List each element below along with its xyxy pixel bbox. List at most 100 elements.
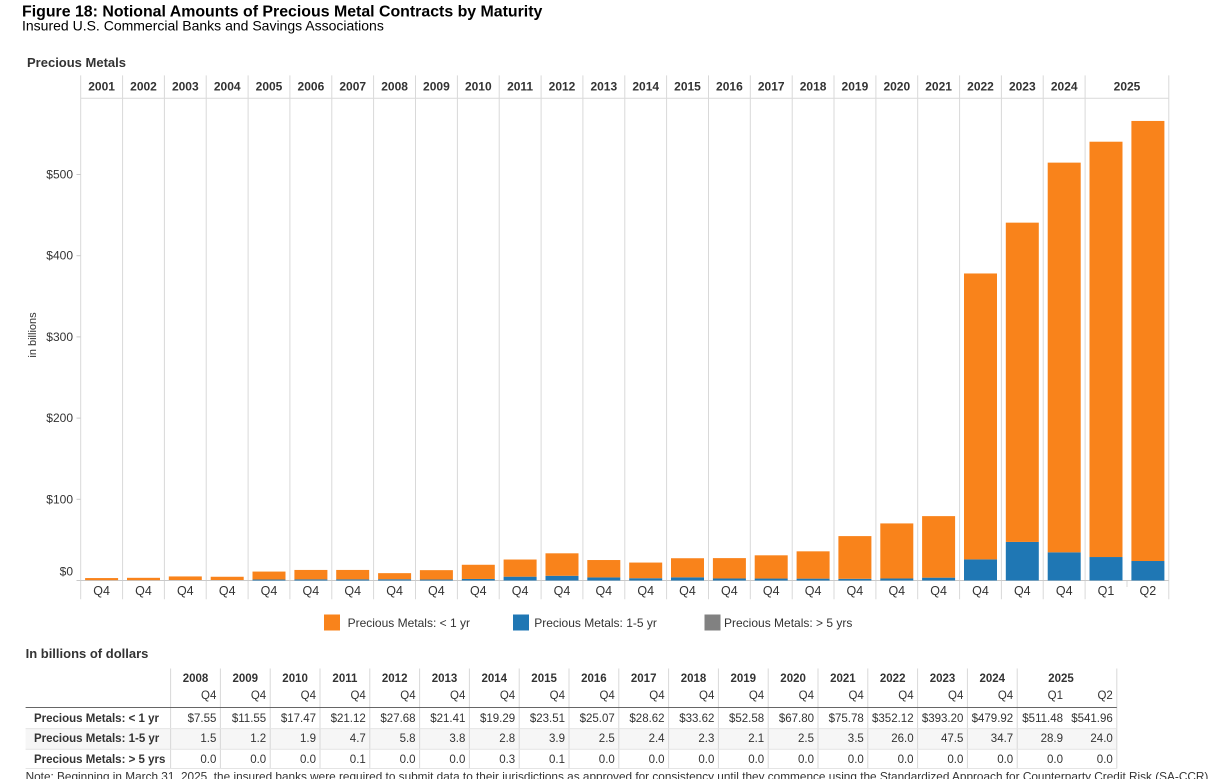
svg-text:Q4: Q4 <box>699 690 715 702</box>
svg-text:2021: 2021 <box>830 673 856 685</box>
svg-text:34.7: 34.7 <box>991 733 1013 745</box>
svg-text:2018: 2018 <box>681 673 707 685</box>
svg-text:2.5: 2.5 <box>599 733 615 745</box>
svg-text:2009: 2009 <box>233 673 259 685</box>
svg-text:Q4: Q4 <box>763 584 780 598</box>
svg-text:$28.62: $28.62 <box>629 713 664 725</box>
svg-text:2021: 2021 <box>925 80 952 94</box>
svg-text:2015: 2015 <box>674 80 701 94</box>
svg-text:0.0: 0.0 <box>898 754 914 766</box>
svg-text:2025: 2025 <box>1048 673 1074 685</box>
svg-text:2014: 2014 <box>632 80 659 94</box>
svg-text:2.3: 2.3 <box>698 733 714 745</box>
svg-text:0.0: 0.0 <box>400 754 416 766</box>
svg-text:Q4: Q4 <box>679 584 696 598</box>
svg-text:2019: 2019 <box>842 80 869 94</box>
svg-text:Q4: Q4 <box>888 584 905 598</box>
svg-text:Q4: Q4 <box>500 690 516 702</box>
svg-text:$21.12: $21.12 <box>331 713 366 725</box>
svg-text:0.1: 0.1 <box>350 754 366 766</box>
svg-text:$393.20: $393.20 <box>922 713 964 725</box>
svg-text:2001: 2001 <box>88 80 115 94</box>
svg-text:in billions: in billions <box>27 312 39 358</box>
svg-text:2023: 2023 <box>1009 80 1036 94</box>
svg-text:2014: 2014 <box>482 673 508 685</box>
svg-text:4.7: 4.7 <box>350 733 366 745</box>
svg-text:2022: 2022 <box>967 80 994 94</box>
svg-text:$500: $500 <box>46 168 73 182</box>
svg-text:Q4: Q4 <box>972 584 989 598</box>
svg-text:2018: 2018 <box>800 80 827 94</box>
svg-text:2017: 2017 <box>758 80 785 94</box>
svg-text:Q4: Q4 <box>219 584 236 598</box>
svg-text:2002: 2002 <box>130 80 157 94</box>
svg-text:2005: 2005 <box>256 80 283 94</box>
svg-text:1.5: 1.5 <box>200 733 216 745</box>
svg-text:2024: 2024 <box>1051 80 1078 94</box>
svg-text:2017: 2017 <box>631 673 657 685</box>
svg-text:2016: 2016 <box>581 673 607 685</box>
svg-text:Q4: Q4 <box>721 584 738 598</box>
svg-text:2013: 2013 <box>432 673 458 685</box>
svg-text:28.9: 28.9 <box>1041 733 1063 745</box>
svg-text:$67.80: $67.80 <box>779 713 814 725</box>
svg-text:Q4: Q4 <box>350 690 366 702</box>
svg-text:0.0: 0.0 <box>300 754 316 766</box>
svg-text:0.0: 0.0 <box>200 754 216 766</box>
svg-text:0.0: 0.0 <box>997 754 1013 766</box>
svg-text:5.8: 5.8 <box>400 733 416 745</box>
svg-text:Q4: Q4 <box>386 584 403 598</box>
svg-text:Precious Metals: > 5 yrs: Precious Metals: > 5 yrs <box>34 754 165 766</box>
svg-text:26.0: 26.0 <box>891 733 913 745</box>
svg-text:Q4: Q4 <box>1014 584 1031 598</box>
svg-text:3.5: 3.5 <box>848 733 864 745</box>
svg-text:Q4: Q4 <box>848 690 864 702</box>
svg-text:2023: 2023 <box>930 673 956 685</box>
svg-text:2012: 2012 <box>382 673 408 685</box>
svg-text:2.4: 2.4 <box>649 733 666 745</box>
svg-text:Precious Metals: 1-5 yr: Precious Metals: 1-5 yr <box>34 733 160 745</box>
svg-text:0.3: 0.3 <box>499 754 515 766</box>
svg-text:3.9: 3.9 <box>549 733 565 745</box>
svg-text:2016: 2016 <box>716 80 743 94</box>
svg-text:Q4: Q4 <box>1056 584 1073 598</box>
svg-text:Q4: Q4 <box>847 584 864 598</box>
svg-text:2006: 2006 <box>298 80 325 94</box>
svg-text:Q4: Q4 <box>301 690 317 702</box>
svg-text:2009: 2009 <box>423 80 450 94</box>
svg-text:$17.47: $17.47 <box>281 713 316 725</box>
svg-text:Q4: Q4 <box>251 690 267 702</box>
svg-text:Figure 18: Notional Amounts of: Figure 18: Notional Amounts of Precious … <box>22 4 542 21</box>
svg-text:$100: $100 <box>46 492 73 506</box>
svg-text:0.0: 0.0 <box>250 754 266 766</box>
svg-text:In billions of dollars: In billions of dollars <box>26 646 149 661</box>
svg-text:2020: 2020 <box>883 80 910 94</box>
svg-text:2010: 2010 <box>282 673 308 685</box>
svg-text:3.8: 3.8 <box>449 733 465 745</box>
svg-text:2013: 2013 <box>590 80 617 94</box>
svg-text:0.1: 0.1 <box>549 754 565 766</box>
svg-text:0.0: 0.0 <box>848 754 864 766</box>
svg-text:Q4: Q4 <box>344 584 361 598</box>
svg-text:$300: $300 <box>46 330 73 344</box>
svg-text:Q1: Q1 <box>1048 690 1063 702</box>
svg-text:2011: 2011 <box>507 80 533 94</box>
svg-text:Q4: Q4 <box>637 584 654 598</box>
svg-text:0.0: 0.0 <box>1047 754 1063 766</box>
svg-text:$511.48: $511.48 <box>1022 713 1063 725</box>
svg-text:Q1: Q1 <box>1098 584 1115 598</box>
svg-text:$7.55: $7.55 <box>188 713 217 725</box>
svg-text:$33.62: $33.62 <box>679 713 714 725</box>
svg-text:2.5: 2.5 <box>798 733 814 745</box>
svg-text:$27.68: $27.68 <box>380 713 415 725</box>
svg-text:Q4: Q4 <box>135 584 152 598</box>
svg-text:$25.07: $25.07 <box>580 713 615 725</box>
svg-text:0.0: 0.0 <box>1097 754 1113 766</box>
svg-text:$21.41: $21.41 <box>430 713 465 725</box>
svg-text:$11.55: $11.55 <box>232 713 266 725</box>
svg-text:Q4: Q4 <box>595 584 612 598</box>
svg-text:Precious Metals: > 5 yrs: Precious Metals: > 5 yrs <box>724 616 852 630</box>
svg-text:2003: 2003 <box>172 80 199 94</box>
svg-text:Q4: Q4 <box>512 584 529 598</box>
svg-text:47.5: 47.5 <box>941 733 963 745</box>
